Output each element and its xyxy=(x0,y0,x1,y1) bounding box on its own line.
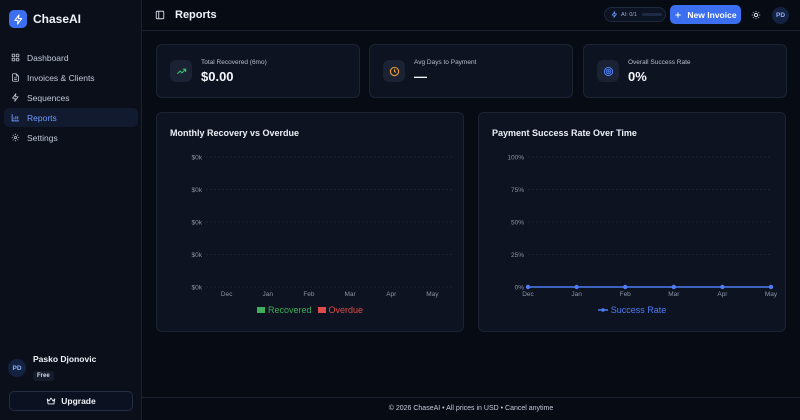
sidebar-item-label: Reports xyxy=(27,112,57,123)
chart-card-success-rate: Payment Success Rate Over Time 100% 75% 50… xyxy=(478,112,786,332)
y-tick-label: 75% xyxy=(511,187,524,194)
legend-swatch xyxy=(317,307,326,313)
sidebar-item-label: Invoices & Clients xyxy=(27,72,95,83)
ai-usage-text: AI: 0/1 xyxy=(621,11,637,18)
chart-card-monthly-recovery: Monthly Recovery vs Overdue $0k $0k $0k $0k… xyxy=(156,112,464,332)
data-point xyxy=(574,284,579,290)
sidebar: ChaseAI Dashboard Invoices & Clients Seq… xyxy=(0,0,142,420)
legend-label: Recovered xyxy=(267,305,312,315)
data-point xyxy=(671,284,676,290)
chart-title: Monthly Recovery vs Overdue xyxy=(170,128,300,138)
avatar: PD xyxy=(8,359,26,377)
footer: © 2026 ChaseAI • All prices in USD • Can… xyxy=(142,397,800,420)
sidebar-toggle-icon[interactable] xyxy=(155,10,165,20)
stat-card-success-rate: Overall Success Rate 0% xyxy=(583,44,787,98)
clock-icon xyxy=(383,60,405,82)
x-tick-label: Jan xyxy=(571,291,582,298)
new-invoice-label: New Invoice xyxy=(687,9,737,20)
y-tick-label: 100% xyxy=(507,155,524,162)
stat-label: Avg Days to Payment xyxy=(414,59,477,66)
y-tick-label: $0k xyxy=(192,220,203,227)
x-tick-label: May xyxy=(765,291,778,298)
gear-icon xyxy=(11,133,20,142)
x-tick-label: Mar xyxy=(668,291,680,298)
line-chart: 100% 75% 50% 25% 0%Dec Jan Feb Mar Apr May xyxy=(507,155,778,299)
data-point xyxy=(525,284,531,290)
brand[interactable]: ChaseAI xyxy=(9,10,81,28)
legend-label: Overdue xyxy=(328,305,364,315)
x-tick-label: Dec xyxy=(522,291,534,298)
y-tick-label: 25% xyxy=(511,252,524,259)
bar-chart-icon xyxy=(11,114,19,122)
legend-item-overdue[interactable]: Overdue xyxy=(317,305,364,315)
chart-title: Payment Success Rate Over Time xyxy=(492,128,637,138)
chart-legend: Recovered Overdue xyxy=(157,305,463,315)
stat-label: Total Recovered (6mo) xyxy=(201,59,267,66)
ai-usage-bar xyxy=(641,13,662,16)
x-tick-label: Apr xyxy=(386,291,397,298)
stat-card-avg-days: Avg Days to Payment — xyxy=(369,44,573,98)
y-tick-label: $0k xyxy=(192,187,203,194)
stat-card-total-recovered: Total Recovered (6mo) $0.00 xyxy=(156,44,360,98)
zap-icon xyxy=(12,93,19,102)
topbar: Reports AI: 0/1 New Invoice PD xyxy=(142,0,800,31)
y-tick-label: 0% xyxy=(515,285,525,292)
x-tick-label: Apr xyxy=(717,291,728,298)
legend-item-recovered[interactable]: Recovered xyxy=(256,305,312,315)
grid-icon xyxy=(11,53,20,62)
legend-label: Success Rate xyxy=(610,305,667,315)
stat-label: Overall Success Rate xyxy=(628,59,691,66)
sidebar-nav: Dashboard Invoices & Clients Sequences R… xyxy=(4,48,138,148)
brand-logo-icon xyxy=(9,10,27,28)
x-tick-label: Jan xyxy=(263,291,274,298)
y-tick-label: $0k xyxy=(192,252,203,259)
plus-icon xyxy=(675,11,682,18)
plan-badge: Free xyxy=(33,371,54,381)
zap-icon xyxy=(611,11,617,18)
user-name: Pasko Djonovic xyxy=(33,354,97,364)
stat-value: 0% xyxy=(628,69,647,84)
avatar[interactable]: PD xyxy=(772,7,789,24)
data-point xyxy=(768,284,774,290)
line-swatch-icon xyxy=(597,308,608,312)
x-tick-label: Mar xyxy=(344,291,356,298)
legend-item-success-rate[interactable]: Success Rate xyxy=(597,305,667,315)
sun-icon[interactable] xyxy=(751,10,761,20)
data-point xyxy=(623,284,628,290)
sidebar-item-sequences[interactable]: Sequences xyxy=(4,88,138,107)
x-tick-label: Feb xyxy=(620,291,632,298)
y-tick-label: 50% xyxy=(511,220,524,227)
upgrade-label: Upgrade xyxy=(61,396,96,406)
y-tick-label: $0k xyxy=(192,285,203,292)
page-title: Reports xyxy=(175,9,217,21)
ai-usage-badge[interactable]: AI: 0/1 xyxy=(604,7,666,22)
x-tick-label: Dec xyxy=(221,291,233,298)
x-tick-label: May xyxy=(426,291,439,298)
data-point xyxy=(720,284,725,290)
bar-chart: $0k $0k $0k $0k $0k Dec Jan Feb Mar Apr May xyxy=(192,155,453,298)
file-icon xyxy=(12,73,19,82)
stat-value: $0.00 xyxy=(201,69,234,84)
crown-icon xyxy=(47,397,56,405)
upgrade-button[interactable]: Upgrade xyxy=(9,391,133,411)
sidebar-item-settings[interactable]: Settings xyxy=(4,128,138,147)
sidebar-item-label: Settings xyxy=(27,132,58,143)
sidebar-item-reports[interactable]: Reports xyxy=(4,108,138,127)
sidebar-item-label: Dashboard xyxy=(27,52,69,63)
sidebar-item-dashboard[interactable]: Dashboard xyxy=(4,48,138,67)
sidebar-item-invoices-clients[interactable]: Invoices & Clients xyxy=(4,68,138,87)
new-invoice-button[interactable]: New Invoice xyxy=(670,5,741,24)
x-tick-label: Feb xyxy=(303,291,315,298)
legend-swatch xyxy=(256,307,265,313)
target-icon xyxy=(597,60,619,82)
y-tick-label: $0k xyxy=(192,155,203,162)
brand-name: ChaseAI xyxy=(33,12,82,26)
stat-value: — xyxy=(414,69,427,84)
user-profile[interactable]: PD Pasko Djonovic Free xyxy=(8,354,96,382)
sidebar-item-label: Sequences xyxy=(27,92,70,103)
chart-legend: Success Rate xyxy=(479,305,785,315)
trending-up-icon xyxy=(170,60,192,82)
